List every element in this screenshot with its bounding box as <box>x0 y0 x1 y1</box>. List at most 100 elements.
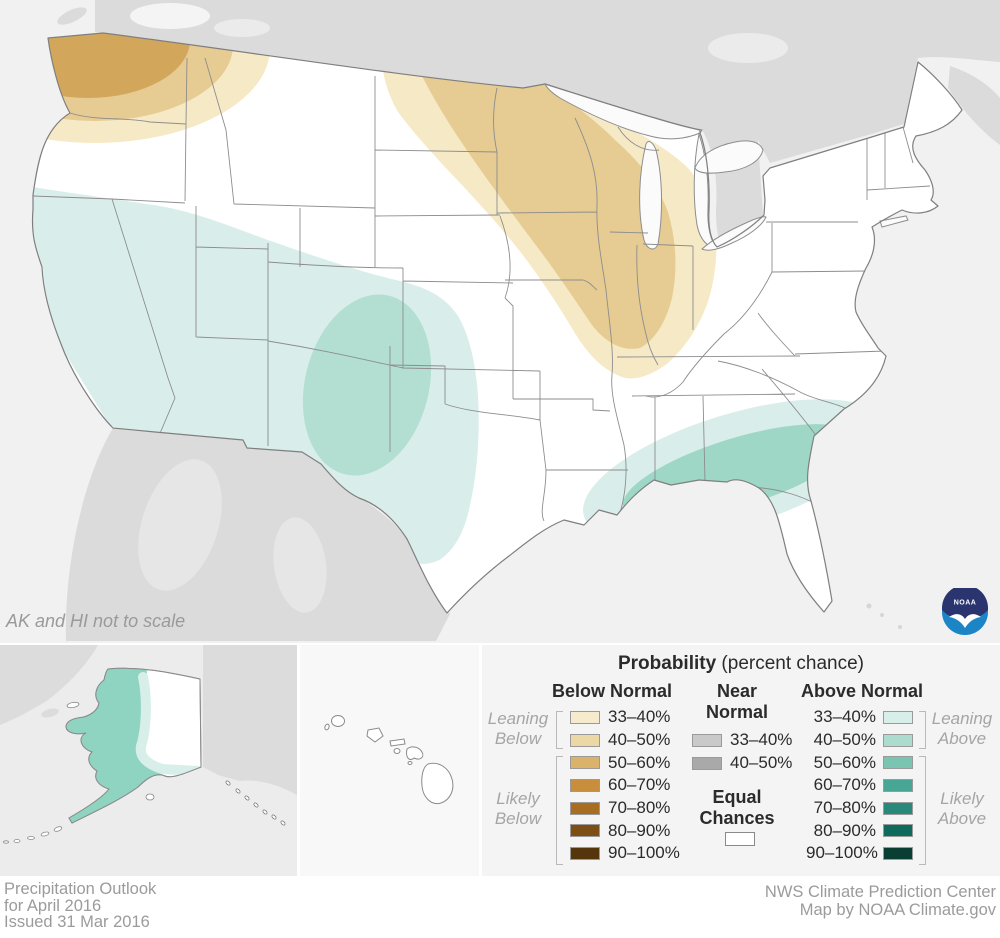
above-normal-rows: 33–40% 40–50% 50–60% 60–70% 70–80% 80–90… <box>806 706 913 865</box>
legend-row: 33–40% <box>692 729 792 752</box>
legend-row: 80–90% <box>570 819 680 842</box>
equal-chances-header: Equal Chances <box>687 787 787 829</box>
legend-swatch <box>570 710 600 724</box>
legend-range-label: 70–80% <box>608 798 671 818</box>
above-normal-header: Above Normal <box>800 681 924 701</box>
leaning-below-line2: Below <box>494 729 542 748</box>
legend-row: 60–70% <box>806 774 913 797</box>
legend-swatch <box>570 733 600 747</box>
legend-swatch <box>883 756 913 770</box>
legend-swatch <box>883 733 913 747</box>
legend-row: 33–40% <box>806 706 913 729</box>
lanai-island <box>393 748 401 754</box>
legend-row: 60–70% <box>570 774 680 797</box>
footer-credits: NWS Climate Prediction Center Map by NOA… <box>765 883 996 919</box>
noaa-logo-sky <box>942 588 988 622</box>
legend-swatch <box>570 824 600 838</box>
kahoolawe-island <box>407 761 413 765</box>
hawaii-inset-panel <box>300 645 479 876</box>
equal-chances-line2: Chances <box>699 808 775 828</box>
kauai-island <box>331 715 345 727</box>
molokai-island <box>389 738 406 747</box>
hawaii-ocean <box>300 645 479 876</box>
legend-row: 70–80% <box>570 797 680 820</box>
state-borders <box>32 57 931 522</box>
footer-product-info: Precipitation Outlook for April 2016 Iss… <box>4 881 156 931</box>
footer-map-credit: Map by NOAA Climate.gov <box>799 901 996 919</box>
leaning-below-bracket <box>556 711 563 749</box>
russia-island <box>41 708 59 718</box>
legend-range-label: 80–90% <box>813 820 876 840</box>
leaning-above-bracket <box>919 711 926 749</box>
legend-swatch <box>692 733 722 747</box>
legend-range-label: 60–70% <box>813 775 876 795</box>
leaning-above-label: Leaning Above <box>930 709 994 749</box>
bahamas-island <box>866 603 872 609</box>
legend-row: 40–50% <box>570 729 680 752</box>
below-normal-header: Below Normal <box>551 681 673 701</box>
legend-range-label: 90–100% <box>806 843 878 863</box>
footer: Precipitation Outlook for April 2016 Iss… <box>0 876 1000 938</box>
leaning-above-line1: Leaning <box>931 709 993 728</box>
mexico-terrain-highlight <box>138 459 222 591</box>
bahamas-island <box>898 625 902 629</box>
canada-terrain-highlight <box>214 19 270 37</box>
alaska-map <box>0 645 297 876</box>
legend-swatch <box>570 756 600 770</box>
canada-terrain-highlight <box>130 3 210 29</box>
maui-island <box>406 746 424 761</box>
near-normal-header: Near Normal <box>687 681 787 723</box>
legend-swatch <box>883 778 913 792</box>
canada-region <box>95 0 1000 240</box>
canada-yukon-region <box>203 645 297 795</box>
legend-swatch <box>692 756 722 770</box>
leaning-above-line2: Above <box>937 729 987 748</box>
legend-title: Probability (percent chance) <box>482 653 1000 675</box>
likely-below-line1: Likely <box>496 789 540 808</box>
legend-title-bold: Probability <box>617 653 717 674</box>
hawaii-map <box>300 645 479 876</box>
legend-range-label: 50–60% <box>813 752 876 772</box>
legend-swatch <box>883 846 913 860</box>
likely-above-label: Likely Above <box>930 789 994 829</box>
legend-row: 90–100% <box>806 842 913 865</box>
niihau-island <box>324 723 330 731</box>
lake-ontario <box>694 140 764 174</box>
footer-issued-date: Issued 31 Mar 2016 <box>4 913 150 931</box>
legend-range-label: 80–90% <box>608 820 671 840</box>
near-normal-header-line2: Normal <box>705 702 768 722</box>
below-normal-40-50-midwest <box>420 72 676 349</box>
likely-below-label: Likely Below <box>486 789 550 829</box>
near-normal-header-line1: Near <box>716 681 758 701</box>
footer-product-period: for April 2016 <box>4 896 102 915</box>
leaning-below-line1: Leaning <box>487 709 549 728</box>
legend-title-rest: (percent chance) <box>716 653 865 674</box>
legend-swatch <box>570 778 600 792</box>
likely-below-bracket <box>556 756 563 865</box>
noaa-logo: NOAA <box>942 588 988 635</box>
noaa-logo-text: NOAA <box>954 600 977 607</box>
equal-chances-swatch <box>725 832 755 846</box>
legend-row: 90–100% <box>570 842 680 865</box>
legend-swatch <box>883 801 913 815</box>
legend-range-label: 40–50% <box>608 730 671 750</box>
legend-row: 50–60% <box>806 751 913 774</box>
legend-range-label: 40–50% <box>813 730 876 750</box>
legend-row: 50–60% <box>570 751 680 774</box>
legend-range-label: 50–60% <box>608 752 671 772</box>
legend-row: 40–50% <box>692 752 792 775</box>
legend-swatch <box>883 710 913 724</box>
bahamas-island <box>880 613 884 617</box>
legend-row: 70–80% <box>806 797 913 820</box>
legend-swatch <box>883 824 913 838</box>
legend-range-label: 70–80% <box>813 798 876 818</box>
hawaiian-islands <box>324 715 454 805</box>
us-precipitation-map <box>0 0 1000 643</box>
probability-legend: Probability (percent chance) Below Norma… <box>482 645 1000 876</box>
legend-row: 40–50% <box>806 729 913 752</box>
mexico-terrain-highlight <box>273 517 327 613</box>
canada-terrain-highlight <box>708 33 788 63</box>
vancouver-island <box>57 7 87 25</box>
lake-erie <box>701 216 767 251</box>
big-island <box>421 762 454 805</box>
